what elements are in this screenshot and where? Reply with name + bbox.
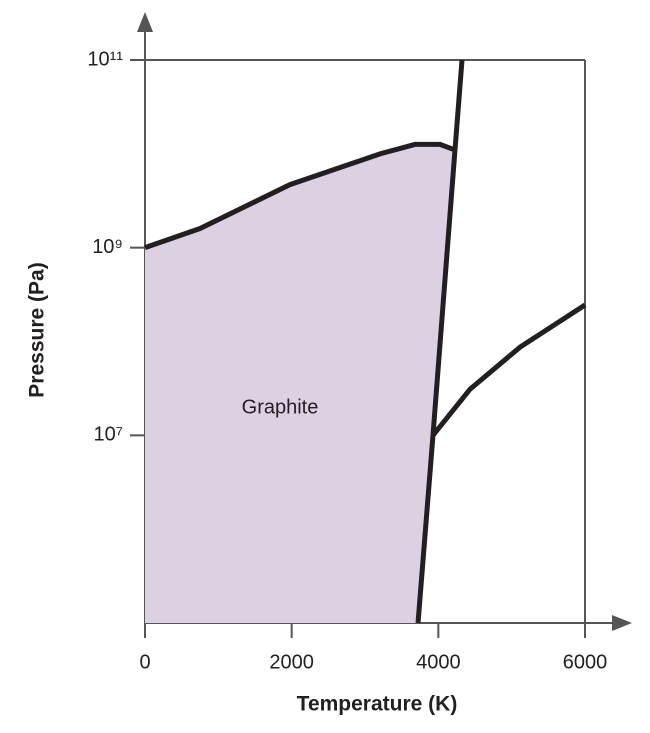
y-tick-label: 10⁹ [92, 236, 123, 258]
phase-boundary [415, 59, 465, 624]
y-axis-label: Pressure (Pa) [26, 262, 49, 397]
x-axis-label: Temperature (K) [297, 693, 458, 716]
x-axis-arrow [612, 615, 632, 631]
x-tick-label: 0 [139, 651, 150, 673]
x-tick-label: 2000 [269, 651, 314, 673]
annotation: Graphite [242, 396, 319, 418]
y-axis-arrow [137, 12, 153, 32]
y-tick-label: 10¹¹ [87, 48, 123, 70]
x-tick-label: 4000 [416, 651, 461, 673]
graphite-region [145, 144, 455, 624]
phase-boundary [144, 141, 456, 251]
x-tick-label: 6000 [563, 651, 608, 673]
y-tick-label: 10⁷ [94, 424, 123, 446]
phase-boundary [431, 302, 587, 437]
plot-area [144, 59, 587, 624]
